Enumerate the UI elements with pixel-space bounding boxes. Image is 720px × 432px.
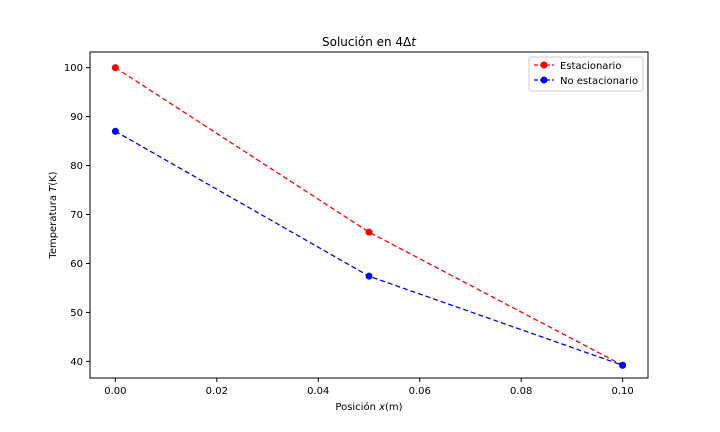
- y-tick-label: 80: [70, 161, 83, 172]
- series-line-estacionario: [115, 67, 623, 366]
- x-tick-label: 0.08: [510, 386, 532, 397]
- y-tick-label: 60: [70, 259, 83, 270]
- legend-marker-no-estacionario: [540, 76, 548, 84]
- plot-area-frame: [89, 51, 649, 379]
- legend-label-estacionario: Estacionario: [560, 61, 621, 72]
- legend-box: [528, 56, 644, 92]
- x-tick-label: 0.00: [104, 386, 126, 397]
- data-point-no-estacionario: [111, 127, 119, 135]
- series-layer: [111, 64, 627, 369]
- chart-title: Solución en 4Δt: [322, 35, 417, 49]
- y-tick-label: 40: [70, 357, 83, 368]
- data-point-no-estacionario: [619, 361, 627, 369]
- x-tick-label: 0.10: [612, 386, 634, 397]
- y-tick-label: 50: [70, 308, 83, 319]
- data-point-no-estacionario: [365, 272, 373, 280]
- y-tick-label: 100: [64, 63, 83, 74]
- legend-label-no-estacionario: No estacionario: [560, 76, 638, 87]
- legend: Estacionario No estacionario: [528, 56, 644, 92]
- y-tick-label: 90: [70, 112, 83, 123]
- x-tick-label: 0.02: [206, 386, 228, 397]
- axis-ticks: 0.00 0.02 0.04 0.06 0.08 0.10 40 50 60 70 80 90 100: [64, 63, 634, 397]
- x-tick-label: 0.04: [307, 386, 329, 397]
- legend-marker-estacionario: [540, 61, 548, 69]
- data-point-estacionario: [365, 228, 373, 236]
- data-point-estacionario: [111, 64, 119, 72]
- y-tick-label: 70: [70, 210, 83, 221]
- y-axis-label: Temperatura T(K): [48, 171, 59, 259]
- x-axis-label: Posición x(m): [335, 401, 402, 413]
- x-tick-label: 0.06: [409, 386, 431, 397]
